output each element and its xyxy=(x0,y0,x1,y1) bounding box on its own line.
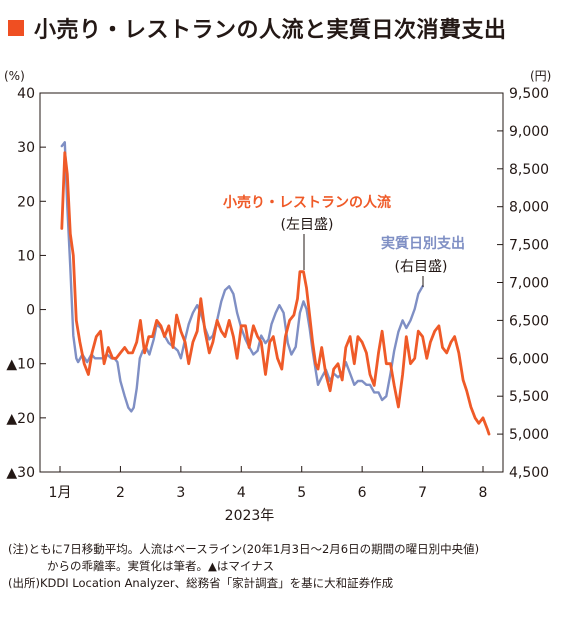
right-axis-tick-label: 8,000 xyxy=(509,200,549,216)
right-axis-tick-label: 8,500 xyxy=(509,162,549,178)
left-axis-tick-label: 30 xyxy=(17,140,35,156)
real-spending-axis-note: (右目盛) xyxy=(395,259,448,275)
right-axis-tick-label: 7,500 xyxy=(509,238,549,254)
left-axis-tick-label: 40 xyxy=(17,86,35,102)
left-axis-tick-label: ▲20 xyxy=(6,411,35,427)
right-axis-tick-label: 6,500 xyxy=(509,313,549,329)
left-axis-tick-label: 10 xyxy=(17,248,35,264)
dual-axis-line-chart: 40 30 20 10 0 ▲10 ▲20 ▲30 (%) 9,500 9,000 8,500 8,00… xyxy=(4,69,551,524)
right-axis-tick-label: 5,500 xyxy=(509,389,549,405)
title-text: 小売り・レストランの人流と実質日次消費支出 xyxy=(34,18,507,43)
right-axis-tick-label: 5,000 xyxy=(509,427,549,443)
x-axis-tick-label: 3 xyxy=(176,485,185,501)
real-spending-line xyxy=(60,141,424,413)
x-axis-tick-label: 7 xyxy=(418,485,427,501)
footnote-note: (注)ともに7日移動平均。人流はベースライン(20年1月3日〜2月6日の期間の曜… xyxy=(8,542,480,556)
real-spending-label: 実質日別支出 xyxy=(381,235,465,252)
footnote-source: (出所)KDDI Location Analyzer、総務省「家計調査」を基に大… xyxy=(8,576,394,590)
left-axis-tick-label: ▲10 xyxy=(6,357,35,373)
x-axis-tick-label: 5 xyxy=(297,485,306,501)
right-axis-tick-label: 4,500 xyxy=(509,465,549,481)
right-axis-tick-label: 9,500 xyxy=(509,86,549,102)
left-axis-unit: (%) xyxy=(4,69,25,83)
people-flow-axis-note: (左目盛) xyxy=(281,217,334,233)
x-axis-tick-label: 4 xyxy=(237,485,246,501)
footnote-note-continued: からの乖離率。実質化は筆者。▲はマイナス xyxy=(47,559,275,573)
left-axis-tick-label: 20 xyxy=(17,194,35,210)
right-axis-unit: (円) xyxy=(530,69,551,83)
x-axis-tick-label: 1月 xyxy=(49,485,72,501)
x-axis-tick-label: 2 xyxy=(116,485,125,501)
right-axis-tick-label: 7,000 xyxy=(509,276,549,292)
title-square-icon xyxy=(8,20,24,36)
x-axis-tick-label: 8 xyxy=(479,485,488,501)
x-axis-title: 2023年 xyxy=(225,508,275,524)
plot-frame xyxy=(39,92,504,473)
x-axis-tick-label: 6 xyxy=(358,485,367,501)
people-flow-line xyxy=(60,151,491,436)
left-axis-tick-label: ▲30 xyxy=(6,465,35,481)
right-axis-tick-label: 9,000 xyxy=(509,124,549,140)
right-axis-tick-label: 6,000 xyxy=(509,351,549,367)
people-flow-label: 小売り・レストランの人流 xyxy=(223,194,391,211)
left-axis-tick-label: 0 xyxy=(26,303,35,319)
chart-title: 小売り・レストランの人流と実質日次消費支出 xyxy=(8,12,507,44)
footnotes: (注)ともに7日移動平均。人流はベースライン(20年1月3日〜2月6日の期間の曜… xyxy=(8,541,564,592)
